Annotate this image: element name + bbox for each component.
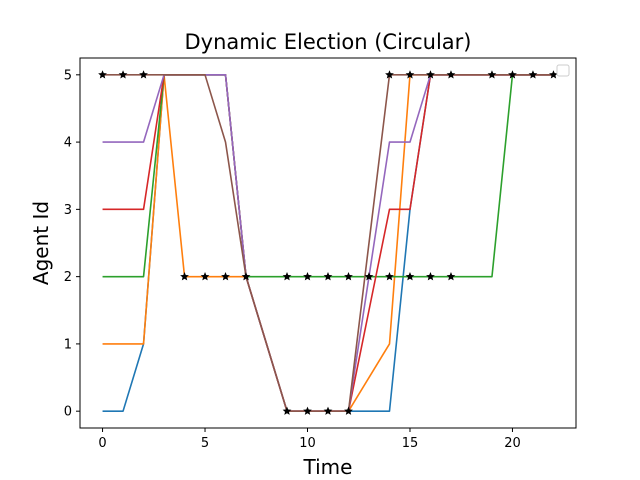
- y-tick-label: 3: [64, 203, 72, 218]
- star-marker: [446, 272, 456, 281]
- star-marker: [508, 70, 517, 79]
- legend-box: [556, 64, 570, 77]
- star-marker: [364, 272, 374, 281]
- star-marker: [405, 272, 415, 281]
- star-marker: [282, 406, 292, 415]
- star-marker: [385, 272, 394, 281]
- star-marker: [487, 70, 497, 79]
- star-marker: [323, 406, 333, 415]
- star-marker: [426, 70, 435, 79]
- star-marker: [180, 272, 189, 281]
- star-marker: [303, 406, 312, 415]
- x-tick-label: 10: [299, 436, 316, 451]
- y-axis: 0 1 2 3 4 5: [64, 68, 80, 420]
- star-marker: [241, 272, 251, 281]
- y-axis-label: Agent Id: [29, 201, 53, 285]
- star-marker: [426, 272, 435, 281]
- y-tick-label: 2: [64, 270, 72, 285]
- star-marker: [118, 70, 128, 79]
- star-marker: [549, 70, 558, 79]
- x-axis-label: Time: [303, 455, 353, 479]
- x-tick-label: 20: [504, 436, 521, 451]
- star-marker: [385, 70, 394, 79]
- plot-area: [98, 70, 558, 415]
- star-marker: [282, 272, 292, 281]
- star-marker: [344, 272, 353, 281]
- star-marker: [323, 272, 333, 281]
- star-marker: [139, 70, 148, 79]
- x-tick-label: 15: [402, 436, 419, 451]
- x-axis: 0 5 10 15 20: [98, 428, 521, 451]
- star-marker: [98, 70, 107, 79]
- x-tick-label: 0: [98, 436, 106, 451]
- x-tick-label: 5: [201, 436, 209, 451]
- star-marker: [200, 272, 210, 281]
- axes-frame: [79, 57, 577, 429]
- star-marker: [446, 70, 456, 79]
- chart-title: Dynamic Election (Circular): [184, 30, 471, 54]
- y-tick-label: 1: [64, 337, 72, 352]
- star-marker: [528, 70, 538, 79]
- star-marker: [405, 70, 415, 79]
- y-tick-label: 4: [64, 136, 72, 151]
- star-marker: [303, 272, 312, 281]
- y-tick-label: 0: [64, 405, 72, 420]
- star-marker: [221, 272, 230, 281]
- star-marker: [344, 406, 353, 415]
- y-tick-label: 5: [64, 68, 72, 83]
